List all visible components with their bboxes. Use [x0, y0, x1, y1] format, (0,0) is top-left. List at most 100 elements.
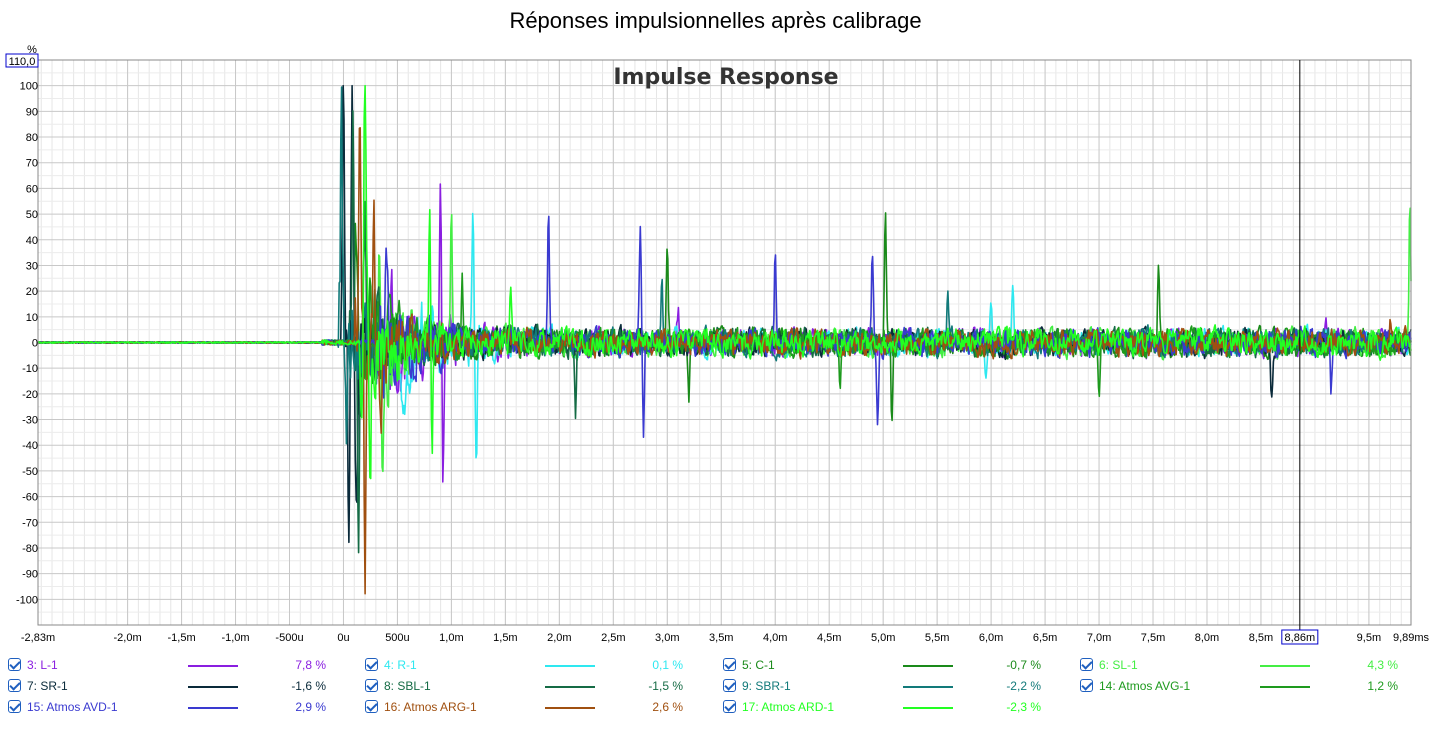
y-tick-label: 10 [26, 312, 38, 324]
legend-item[interactable]: 17: Atmos ARD-1 -2,3 % [723, 698, 1043, 716]
legend-series-name: 17: Atmos ARD-1 [742, 700, 835, 714]
legend-swatch [903, 665, 953, 667]
legend-item[interactable]: 3: L-1 7,8 % [8, 656, 328, 674]
x-tick-label: 5,5m [925, 632, 949, 644]
ymax-box-value: 110,0 [9, 56, 36, 68]
legend-checkbox[interactable] [1080, 658, 1093, 671]
x-tick-label: -500u [275, 632, 303, 644]
legend-value: -1,6 % [291, 679, 326, 693]
x-tick-label: 3,5m [709, 632, 733, 644]
legend-series-name: 14: Atmos AVG-1 [1099, 679, 1191, 693]
y-tick-label: 0 [32, 338, 38, 350]
legend-item[interactable]: 15: Atmos AVD-1 2,9 % [8, 698, 328, 716]
legend-series-name: 7: SR-1 [27, 679, 68, 693]
x-tick-label: -2,0m [114, 632, 142, 644]
x-tick-label: 8,5m [1249, 632, 1273, 644]
legend-swatch [545, 686, 595, 688]
legend-series-name: 5: C-1 [742, 658, 775, 672]
x-tick-label: 7,5m [1141, 632, 1165, 644]
legend-swatch [1260, 686, 1310, 688]
x-tick-label: 0u [337, 632, 349, 644]
x-axis: -2,83m -2,0m -1,5m -1,0m -500u 0u 500u 1,0m 1,5m… [21, 632, 1430, 644]
page-title: Réponses impulsionnelles après calibrage [509, 8, 922, 33]
legend-swatch [1260, 665, 1310, 667]
y-tick-label: 100 [20, 81, 38, 93]
legend-checkbox[interactable] [723, 658, 736, 671]
series-layer [37, 84, 1412, 595]
legend-item[interactable]: 8: SBL-1 -1,5 % [365, 677, 685, 695]
y-tick-label: -60 [22, 492, 38, 504]
x-tick-label: -2,83m [21, 632, 55, 644]
cursor-box[interactable] [1281, 629, 1319, 645]
legend-value: -2,3 % [1006, 700, 1041, 714]
legend-value: 2,9 % [295, 700, 326, 714]
x-tick-label: 1,5m [493, 632, 517, 644]
legend-checkbox[interactable] [365, 700, 378, 713]
x-tick-label: 9,89ms [1393, 632, 1430, 644]
legend-value: 4,3 % [1367, 658, 1398, 672]
legend-item[interactable]: 16: Atmos ARG-1 2,6 % [365, 698, 685, 716]
series-line [37, 215, 1412, 439]
legend: 3: L-1 7,8 % 4: R-1 0,1 % 5: C-1 -0,7 % 6: SL-… [0, 655, 1431, 741]
y-tick-label: 30 [26, 260, 38, 272]
x-tick-label: -1,0m [221, 632, 249, 644]
y-tick-label: -40 [22, 440, 38, 452]
legend-series-name: 16: Atmos ARG-1 [384, 700, 477, 714]
y-tick-label: -80 [22, 543, 38, 555]
legend-item[interactable]: 4: R-1 0,1 % [365, 656, 685, 674]
legend-item[interactable]: 14: Atmos AVG-1 1,2 % [1080, 677, 1400, 695]
legend-value: -1,5 % [648, 679, 683, 693]
x-tick-label: 1,0m [439, 632, 463, 644]
legend-checkbox[interactable] [8, 658, 21, 671]
legend-item[interactable]: 9: SBR-1 -2,2 % [723, 677, 1043, 695]
legend-value: 7,8 % [295, 658, 326, 672]
x-tick-label: 500u [385, 632, 409, 644]
ymax-box[interactable] [5, 53, 39, 68]
cursor-value: 8,86m [1285, 632, 1316, 644]
y-axis: 1009080706050403020100-10-20-30-40-50-60… [16, 81, 38, 607]
legend-series-name: 15: Atmos AVD-1 [27, 700, 118, 714]
chart-title: Impulse Response [613, 65, 838, 90]
legend-value: 1,2 % [1367, 679, 1398, 693]
legend-value: -0,7 % [1006, 658, 1041, 672]
y-tick-label: 90 [26, 106, 38, 118]
x-tick-label: 8,0m [1195, 632, 1219, 644]
impulse-response-chart[interactable]: Impulse Response 1009080706050403020100-… [0, 0, 1431, 655]
legend-series-name: 4: R-1 [384, 658, 417, 672]
legend-item[interactable]: 6: SL-1 4,3 % [1080, 656, 1400, 674]
legend-value: -2,2 % [1006, 679, 1041, 693]
legend-checkbox[interactable] [8, 700, 21, 713]
x-tick-label: 9,5m [1357, 632, 1381, 644]
legend-checkbox[interactable] [723, 700, 736, 713]
x-tick-label: 2,0m [547, 632, 571, 644]
legend-swatch [188, 665, 238, 667]
legend-checkbox[interactable] [1080, 679, 1093, 692]
x-tick-label: 3,0m [655, 632, 679, 644]
y-unit-label: % [27, 44, 37, 56]
legend-item[interactable]: 5: C-1 -0,7 % [723, 656, 1043, 674]
legend-series-name: 8: SBL-1 [384, 679, 431, 693]
y-tick-label: 70 [26, 158, 38, 170]
legend-item[interactable]: 7: SR-1 -1,6 % [8, 677, 328, 695]
legend-checkbox[interactable] [365, 658, 378, 671]
x-tick-label: 6,5m [1033, 632, 1057, 644]
legend-swatch [903, 707, 953, 709]
legend-checkbox[interactable] [723, 679, 736, 692]
legend-value: 0,1 % [652, 658, 683, 672]
y-tick-label: 80 [26, 132, 38, 144]
y-tick-label: -20 [22, 389, 38, 401]
series-line [37, 84, 1412, 480]
legend-swatch [545, 707, 595, 709]
legend-series-name: 6: SL-1 [1099, 658, 1138, 672]
legend-checkbox[interactable] [8, 679, 21, 692]
legend-swatch [903, 686, 953, 688]
x-tick-label: 4,5m [817, 632, 841, 644]
y-tick-label: -100 [16, 594, 38, 606]
y-tick-label: -30 [22, 415, 38, 427]
x-tick-label: -1,5m [167, 632, 195, 644]
legend-checkbox[interactable] [365, 679, 378, 692]
x-tick-label: 6,0m [979, 632, 1003, 644]
x-tick-label: 2,5m [601, 632, 625, 644]
y-tick-label: -90 [22, 569, 38, 581]
y-tick-label: 50 [26, 209, 38, 221]
